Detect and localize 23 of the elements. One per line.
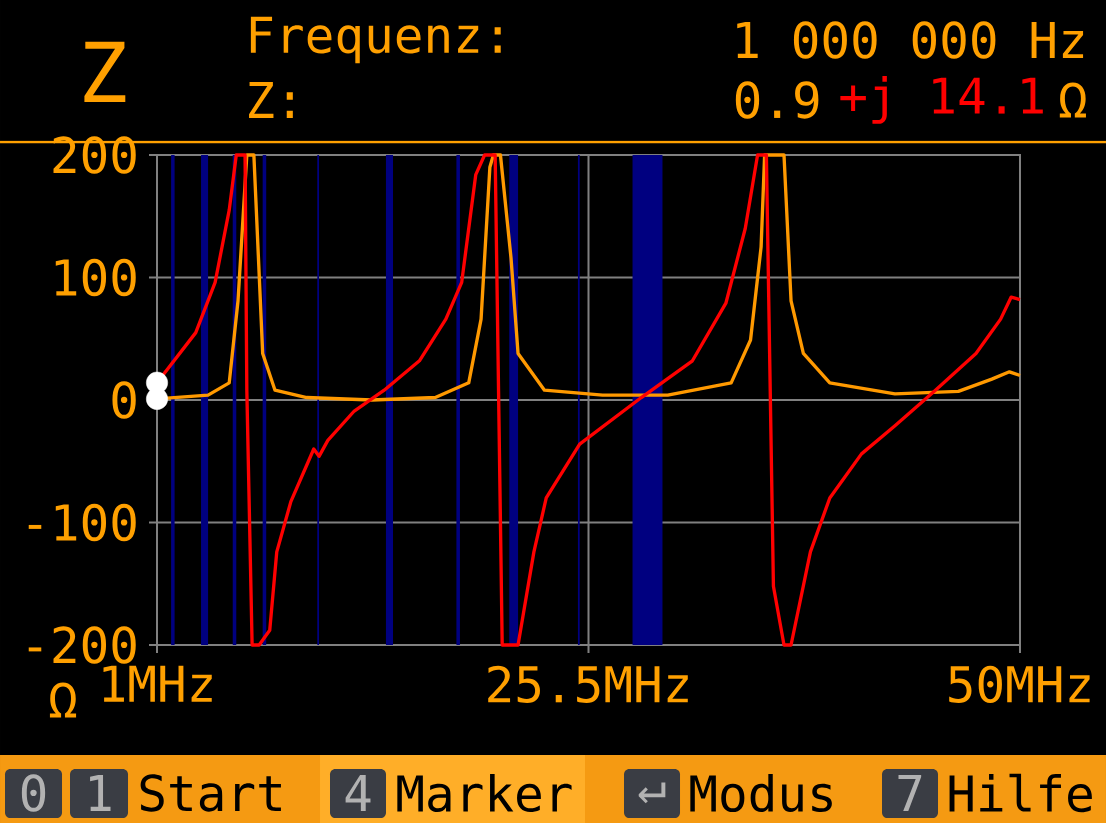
text: 0.9 [735, 81, 819, 119]
text: 1 [90, 775, 111, 811]
y-tick-label: 0 [112, 381, 136, 419]
text: 7 [898, 775, 922, 811]
chart-title: Z [84, 41, 126, 103]
text: Modus [690, 773, 832, 813]
y-tick-label: -200 [28, 626, 136, 664]
text: 1 000 000 Hz [737, 21, 1084, 59]
y-axis-title: Ω [49, 682, 77, 718]
text: Z: [249, 82, 293, 118]
text: Hilfe [949, 773, 1092, 813]
text: Marker [397, 773, 572, 813]
text: Ω [1059, 82, 1086, 118]
text: Frequenz: [250, 16, 501, 64]
text: ↵ [638, 782, 666, 804]
x-tick-label: 25.5MHz [488, 665, 688, 703]
x-tick-label: 1MHz [103, 665, 212, 702]
y-tick-label: 100 [55, 258, 136, 297]
text: 4 [345, 775, 371, 811]
text: Start [140, 774, 281, 812]
text: +j 14.1 [840, 76, 1043, 124]
y-tick-label: -100 [28, 503, 136, 542]
x-tick-label: 50MHz [949, 665, 1090, 703]
